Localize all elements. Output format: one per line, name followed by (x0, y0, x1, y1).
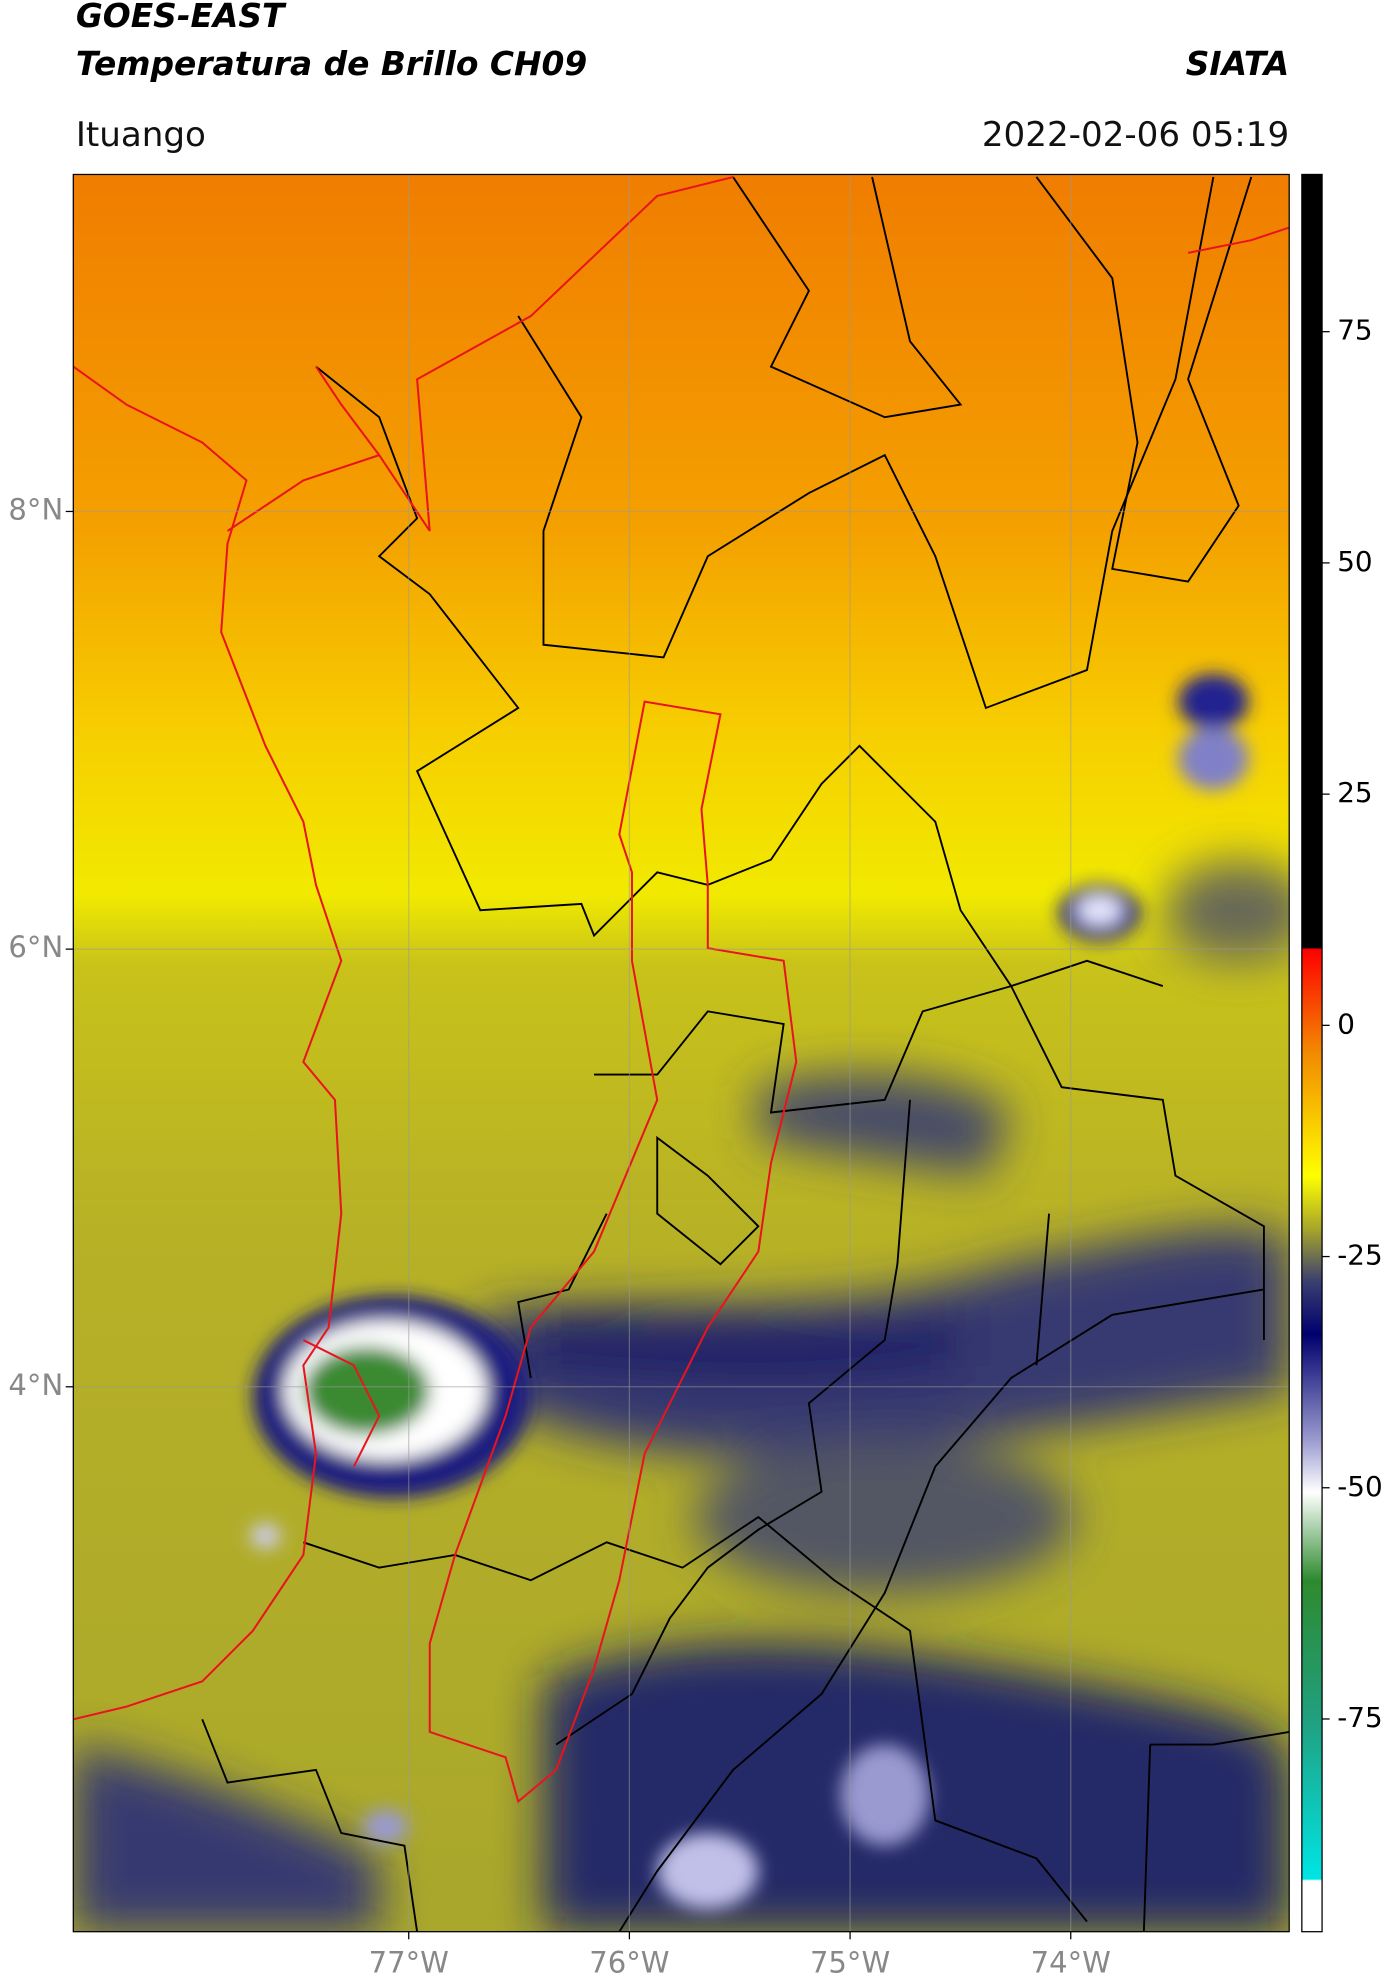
colorbar-tick-label: -75 (1337, 1701, 1382, 1734)
graticule (65, 174, 1290, 1940)
y-tick-label: 6°N (8, 930, 63, 964)
y-tick-label: 4°N (8, 1368, 63, 1402)
location: Ituango (76, 115, 206, 155)
colorbar-tick-label: 50 (1337, 545, 1372, 578)
map-frame (72, 173, 1290, 1933)
colorbar-tick-label: 25 (1337, 776, 1372, 809)
x-tick-label: 74°W (1031, 1946, 1111, 1980)
colorbar-tick-label: 0 (1337, 1007, 1355, 1040)
y-tick-label: 8°N (8, 492, 63, 526)
colorbar-tick-label: -25 (1337, 1239, 1382, 1272)
colorbar (1301, 173, 1323, 1933)
x-tick-label: 76°W (589, 1946, 669, 1980)
colorbar-tick-label: 75 (1337, 314, 1372, 347)
source: SIATA (1186, 44, 1289, 83)
satellite-image (73, 174, 1290, 1932)
subtitle: Temperatura de Brillo CH09 (76, 44, 587, 83)
timestamp: 2022-02-06 05:19 (982, 115, 1289, 155)
x-tick-label: 77°W (369, 1946, 449, 1980)
title: GOES-EAST (76, 0, 287, 35)
colorbar-tick-label: -50 (1337, 1470, 1382, 1503)
admin-borders (201, 176, 1290, 1932)
x-tick-label: 75°W (810, 1946, 890, 1980)
